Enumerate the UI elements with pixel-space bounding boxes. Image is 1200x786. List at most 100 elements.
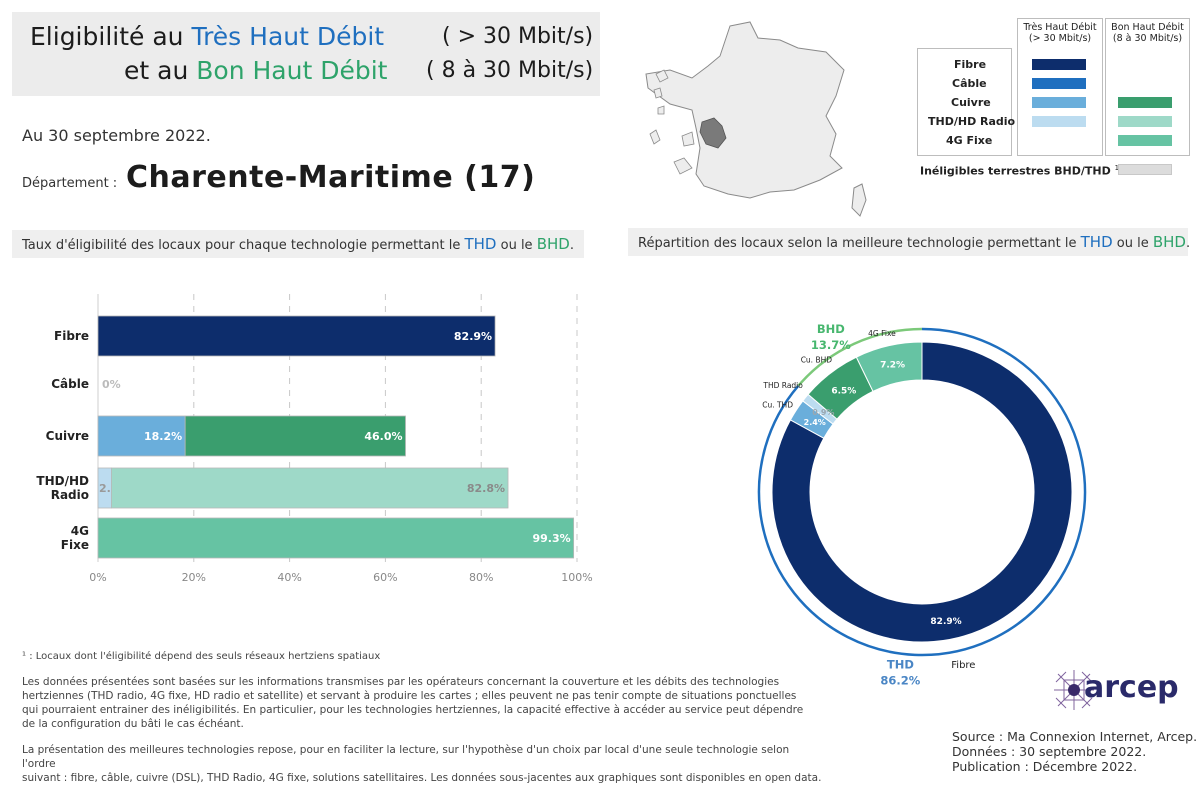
legend-bhd-header-l2: (8 à 30 Mbit/s) (1112, 33, 1183, 44)
x-tick-label: 40% (277, 571, 301, 584)
legend-label-cable: Câble (952, 77, 987, 90)
bar-value-label: 82.9% (454, 330, 492, 343)
group-value-label: 13.7% (811, 338, 851, 352)
left-section-header: Taux d'éligibilité des locaux pour chaqu… (12, 230, 584, 258)
x-tick-label: 80% (469, 571, 493, 584)
bar-segment (97, 415, 186, 457)
arcep-logo: arcep (1052, 668, 1192, 712)
slice-name-label: Cu. BHD (801, 356, 833, 365)
legend-label-thd-radio: THD/HD Radio (928, 115, 1016, 128)
category-label: Câble (51, 377, 89, 391)
distribution-donut-chart: 82.9% 2.4%0.9% 6.5% 7.2% Fibre Cu. THD THD Rad… (757, 322, 1087, 688)
legend-thd-header: Très Haut Débit (> 30 Mbit/s) (1017, 22, 1103, 44)
footnote: ¹ : Locaux dont l'éligibilité dépend des… (22, 651, 381, 662)
legend-rowlabel-box (917, 48, 1012, 156)
legend-ineligible-sup: 1 (1114, 164, 1120, 172)
slice-value-label: 0.9% (812, 408, 834, 417)
title-bhd: Bon Haut Débit (196, 56, 388, 85)
bar-segment (184, 415, 406, 457)
legend-label-4g-fixe: 4G Fixe (946, 134, 993, 147)
title-prefix-1: Eligibilité au (30, 22, 184, 51)
legend-ineligible-label: Inéligibles terrestres BHD/THD 1 (920, 164, 1119, 178)
source-block: Source : Ma Connexion Internet, Arcep. D… (952, 729, 1197, 774)
slice-value-label: 82.9% (930, 617, 961, 627)
arcep-logo-mark (1054, 670, 1094, 710)
arcep-logo-text: arcep (1084, 670, 1179, 705)
bar-value-label: 82.8% (467, 482, 505, 495)
group-name-label: BHD (817, 322, 845, 336)
slice-name-label: Cu. THD (762, 400, 793, 409)
left-header-end: . (569, 238, 574, 253)
x-tick-label: 0% (89, 571, 106, 584)
bar-segment (97, 315, 496, 357)
category-label: Fibre (54, 329, 89, 343)
legend-swatch-cable (1032, 78, 1086, 89)
notes-paragraph-2: La présentation des meilleures technolog… (22, 743, 822, 785)
notes-line: de la configuration du bâti le cas échéa… (22, 718, 244, 730)
legend-thd-column (1017, 18, 1103, 156)
notes-line: La présentation des meilleures technolog… (22, 744, 790, 770)
legend-swatch-cuivre-thd (1032, 97, 1086, 108)
category-label: 4G (71, 524, 89, 538)
department-name: Charente-Maritime (17) (126, 160, 536, 195)
slice-value-label: 2.4% (804, 418, 826, 427)
notes-line: suivant : fibre, câble, cuivre (DSL), TH… (22, 772, 822, 784)
slice-name-label: THD Radio (762, 381, 803, 390)
legend-swatch-cuivre-bhd (1118, 97, 1172, 108)
title-line-1: Eligibilité au Très Haut Débit (30, 22, 384, 51)
bar-segment (111, 467, 509, 509)
x-tick-label: 100% (561, 571, 592, 584)
x-tick-label: 20% (182, 571, 206, 584)
france-map (645, 21, 867, 217)
category-label: Fixe (61, 538, 89, 552)
legend-swatch-fibre (1032, 59, 1086, 70)
title-thd: Très Haut Débit (191, 22, 385, 51)
category-label: THD/HD (36, 474, 89, 488)
slice-name-label: 4G Fixe (868, 329, 896, 338)
group-ring (757, 327, 1087, 657)
source-line: Source : Ma Connexion Internet, Arcep. (952, 729, 1198, 744)
right-header-thd: THD (1080, 233, 1113, 251)
group-name-label: THD (887, 658, 914, 672)
left-header-text: Taux d'éligibilité des locaux pour chaqu… (22, 238, 461, 253)
donut-slice (771, 341, 1073, 643)
legend-bhd-column (1105, 18, 1190, 156)
legend-ineligible-text: Inéligibles terrestres BHD/THD (920, 164, 1111, 178)
notes-line: qui pourraient entrainer des inéligibili… (22, 704, 804, 716)
category-label: Cuivre (46, 429, 89, 443)
category-label: Radio (51, 488, 89, 502)
department-label: Département : (22, 176, 118, 191)
slice-value-label: 6.5% (831, 387, 856, 397)
legend-thd-header-l2: (> 30 Mbit/s) (1028, 33, 1092, 44)
charente-maritime-shape (699, 117, 727, 149)
bar-value-label: 46.0% (364, 430, 402, 443)
legend-thd-header-l1: Très Haut Débit (1023, 22, 1097, 33)
legend-bhd-header-l1: Bon Haut Débit (1111, 22, 1184, 33)
title-thd-speed: ( > 30 Mbit/s) (442, 24, 594, 49)
group-value-label: 86.2% (880, 674, 920, 688)
corsica-shape (851, 183, 867, 217)
left-header-thd: THD (464, 235, 497, 253)
right-header-or: ou le (1116, 236, 1149, 251)
legend-swatch-thd-radio (1032, 116, 1086, 127)
right-section-header: Répartition des locaux selon la meilleur… (628, 228, 1191, 256)
slice-value-label: 7.2% (880, 360, 905, 370)
legend-swatch-ineligible (1118, 164, 1172, 175)
legend-swatch-4g-fixe (1118, 135, 1172, 146)
right-header-text: Répartition des locaux selon la meilleur… (638, 236, 1077, 251)
title-prefix-2: et au (124, 56, 189, 85)
notes-line: hertziennes (THD radio, 4G fixe, HD radi… (22, 690, 797, 702)
right-header-end: . (1185, 236, 1191, 251)
legend-label-cuivre: Cuivre (951, 96, 991, 109)
date-text: Au 30 septembre 2022. (22, 126, 211, 145)
notes-line: Les données présentées sont basées sur l… (22, 676, 780, 688)
right-header-bhd: BHD (1152, 233, 1186, 251)
france-outline (645, 21, 845, 199)
legend-label-fibre: Fibre (954, 58, 987, 71)
left-header-or: ou le (500, 238, 533, 253)
legend-swatch-hd-radio (1118, 116, 1172, 127)
title-bhd-speed: ( 8 à 30 Mbit/s) (426, 58, 594, 83)
bar-value-label: 99.3% (532, 532, 570, 545)
data-date-line: Données : 30 septembre 2022. (952, 744, 1147, 759)
title-box: Eligibilité au Très Haut Débit ( > 30 Mb… (12, 12, 600, 96)
